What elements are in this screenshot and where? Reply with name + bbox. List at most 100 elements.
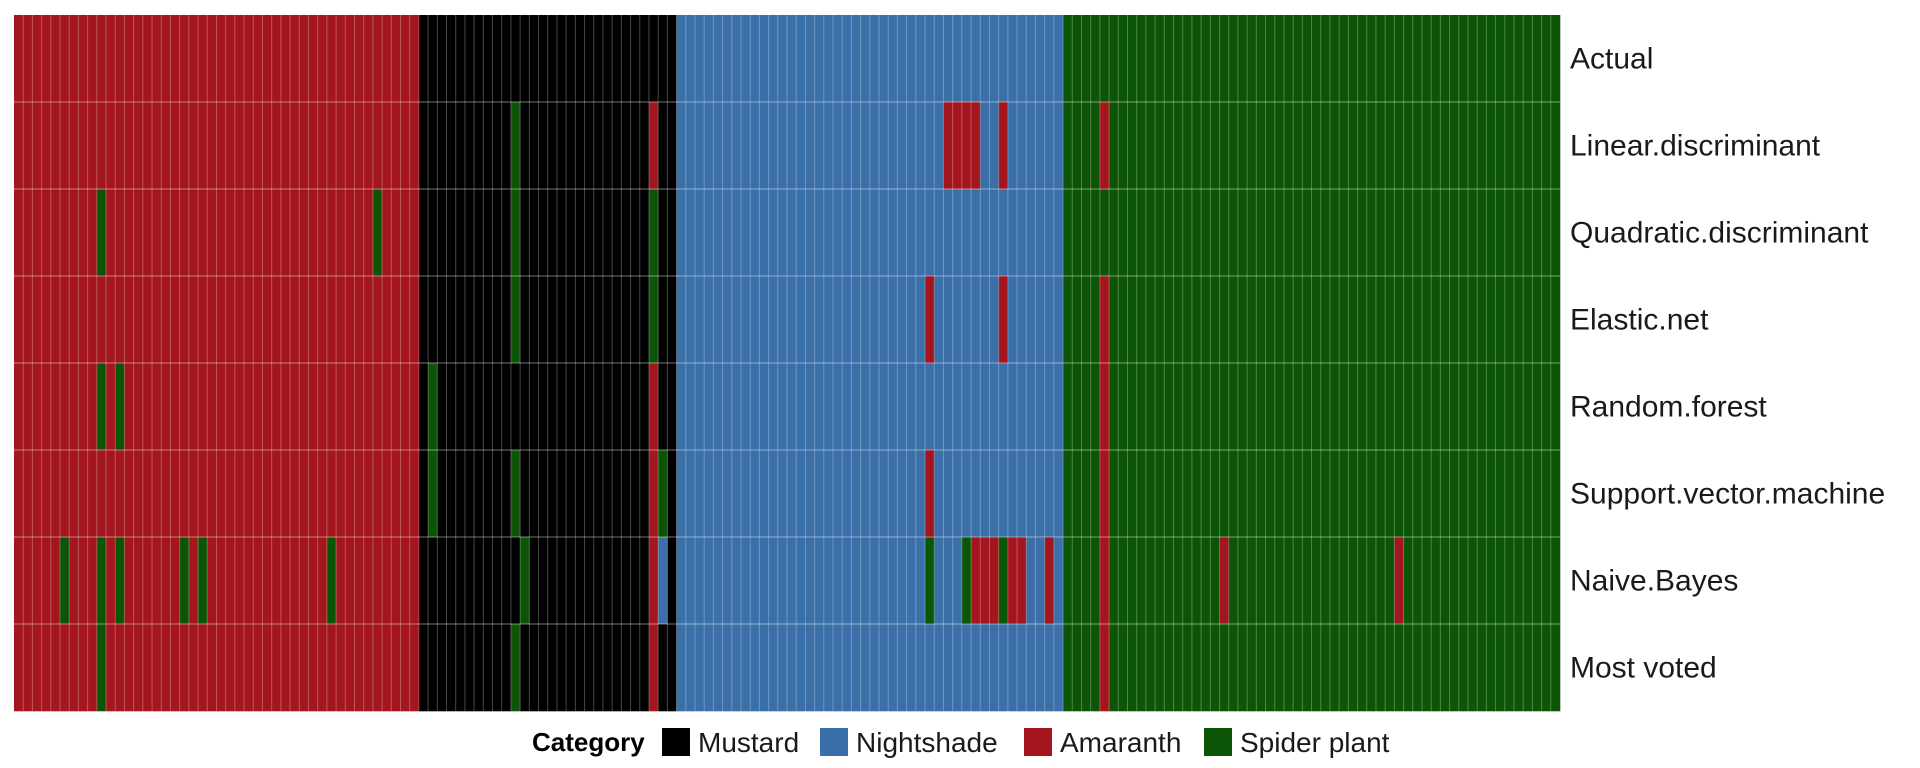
- cell-naive-bayes-amaranth: [106, 537, 116, 625]
- cell-elastic-net-nightshade: [934, 276, 999, 364]
- cell-quadratic-discriminant-nightshade: [676, 189, 1064, 277]
- cell-most-voted-spider-plant: [96, 624, 107, 712]
- cell-naive-bayes-amaranth: [1219, 537, 1230, 625]
- cell-naive-bayes-spider-plant: [1063, 537, 1101, 625]
- cell-linear-discriminant-nightshade: [1007, 102, 1064, 190]
- cell-elastic-net-nightshade: [1007, 276, 1064, 364]
- cell-naive-bayes-mustard: [418, 537, 521, 625]
- legend-label: Spider plant: [1240, 727, 1390, 758]
- cell-naive-bayes-amaranth: [336, 537, 420, 625]
- cell-most-voted-amaranth: [106, 624, 420, 712]
- cell-most-voted-spider-plant: [1109, 624, 1561, 712]
- cell-quadratic-discriminant-spider-plant: [96, 189, 107, 277]
- cell-naive-bayes-amaranth: [207, 537, 328, 625]
- cell-random-forest-nightshade: [676, 363, 1064, 451]
- cell-linear-discriminant-mustard: [658, 102, 677, 190]
- cell-elastic-net-nightshade: [676, 276, 926, 364]
- cell-linear-discriminant-spider-plant: [510, 102, 521, 190]
- cell-actual-amaranth: [14, 15, 420, 103]
- cell-elastic-net-spider-plant: [1109, 276, 1561, 364]
- legend-item-mustard: Mustard: [662, 727, 799, 758]
- heatmap-cells: [14, 15, 1561, 712]
- cell-elastic-net-spider-plant: [510, 276, 521, 364]
- cell-naive-bayes-nightshade: [934, 537, 963, 625]
- cell-elastic-net-spider-plant: [648, 276, 659, 364]
- cell-linear-discriminant-nightshade: [676, 102, 944, 190]
- cell-elastic-net-amaranth: [1099, 276, 1110, 364]
- cell-quadratic-discriminant-spider-plant: [648, 189, 659, 277]
- cell-naive-bayes-nightshade: [1053, 537, 1064, 625]
- cell-linear-discriminant-amaranth: [943, 102, 981, 190]
- cell-naive-bayes-amaranth: [188, 537, 199, 625]
- cell-naive-bayes-amaranth: [1044, 537, 1055, 625]
- cell-naive-bayes-amaranth: [14, 537, 61, 625]
- cell-linear-discriminant-mustard: [520, 102, 650, 190]
- cell-elastic-net-mustard: [520, 276, 650, 364]
- row-label: Naive.Bayes: [1570, 565, 1738, 598]
- legend-title: Category: [532, 727, 645, 757]
- cell-support-vector-machine-amaranth: [14, 450, 420, 538]
- cell-most-voted-nightshade: [676, 624, 1064, 712]
- cell-random-forest-spider-plant: [115, 363, 125, 451]
- cell-naive-bayes-spider-plant: [1228, 537, 1395, 625]
- cell-most-voted-spider-plant: [1063, 624, 1101, 712]
- cell-most-voted-amaranth: [1099, 624, 1110, 712]
- legend-label: Amaranth: [1060, 727, 1181, 758]
- cell-quadratic-discriminant-spider-plant: [372, 189, 383, 277]
- cell-random-forest-mustard: [437, 363, 650, 451]
- legend-item-amaranth: Amaranth: [1024, 727, 1181, 758]
- cell-support-vector-machine-spider-plant: [658, 450, 668, 538]
- cell-linear-discriminant-amaranth: [14, 102, 420, 190]
- row-label: Quadratic.discriminant: [1570, 217, 1869, 250]
- cell-most-voted-spider-plant: [510, 624, 521, 712]
- row-label: Random.forest: [1570, 391, 1767, 424]
- cell-linear-discriminant-mustard: [418, 102, 512, 190]
- cell-most-voted-mustard: [658, 624, 677, 712]
- cell-naive-bayes-spider-plant: [1403, 537, 1561, 625]
- cell-quadratic-discriminant-spider-plant: [1063, 189, 1561, 277]
- cell-quadratic-discriminant-mustard: [520, 189, 650, 277]
- cell-quadratic-discriminant-amaranth: [14, 189, 98, 277]
- cell-elastic-net-mustard: [418, 276, 512, 364]
- cell-quadratic-discriminant-mustard: [418, 189, 512, 277]
- cell-naive-bayes-spider-plant: [961, 537, 972, 625]
- cell-naive-bayes-spider-plant: [520, 537, 530, 625]
- cell-quadratic-discriminant-amaranth: [106, 189, 374, 277]
- cell-quadratic-discriminant-mustard: [658, 189, 677, 277]
- cell-random-forest-amaranth: [14, 363, 98, 451]
- row-label: Elastic.net: [1570, 304, 1709, 337]
- cell-naive-bayes-spider-plant: [115, 537, 125, 625]
- cell-support-vector-machine-nightshade: [934, 450, 1064, 538]
- cell-quadratic-discriminant-amaranth: [382, 189, 420, 277]
- cell-naive-bayes-amaranth: [69, 537, 98, 625]
- cell-support-vector-machine-nightshade: [676, 450, 926, 538]
- cell-random-forest-amaranth: [106, 363, 116, 451]
- cell-random-forest-amaranth: [1099, 363, 1110, 451]
- legend-swatch: [1204, 728, 1232, 756]
- cell-linear-discriminant-spider-plant: [1063, 102, 1101, 190]
- cell-naive-bayes-spider-plant: [326, 537, 337, 625]
- cell-naive-bayes-amaranth: [1394, 537, 1404, 625]
- cell-naive-bayes-spider-plant: [96, 537, 107, 625]
- cell-support-vector-machine-mustard: [437, 450, 512, 538]
- legend-swatch: [1024, 728, 1052, 756]
- legend-label: Nightshade: [856, 727, 998, 758]
- legend: Category Mustard Nightshade Amaranth Spider…: [532, 727, 1390, 758]
- cell-naive-bayes-spider-plant: [198, 537, 208, 625]
- legend-swatch: [662, 728, 690, 756]
- cell-elastic-net-amaranth: [998, 276, 1009, 364]
- cell-support-vector-machine-amaranth: [925, 450, 935, 538]
- cell-quadratic-discriminant-spider-plant: [510, 189, 521, 277]
- cell-elastic-net-amaranth: [14, 276, 420, 364]
- row-label: Linear.discriminant: [1570, 130, 1821, 163]
- cell-actual-spider-plant: [1063, 15, 1561, 103]
- cell-linear-discriminant-spider-plant: [1109, 102, 1561, 190]
- cell-support-vector-machine-amaranth: [648, 450, 659, 538]
- cell-naive-bayes-mustard: [667, 537, 677, 625]
- cell-linear-discriminant-amaranth: [648, 102, 659, 190]
- cell-support-vector-machine-mustard: [667, 450, 677, 538]
- cell-naive-bayes-nightshade: [1026, 537, 1045, 625]
- cell-naive-bayes-amaranth: [971, 537, 999, 625]
- cell-support-vector-machine-spider-plant: [1109, 450, 1561, 538]
- row-label: Actual: [1570, 43, 1653, 76]
